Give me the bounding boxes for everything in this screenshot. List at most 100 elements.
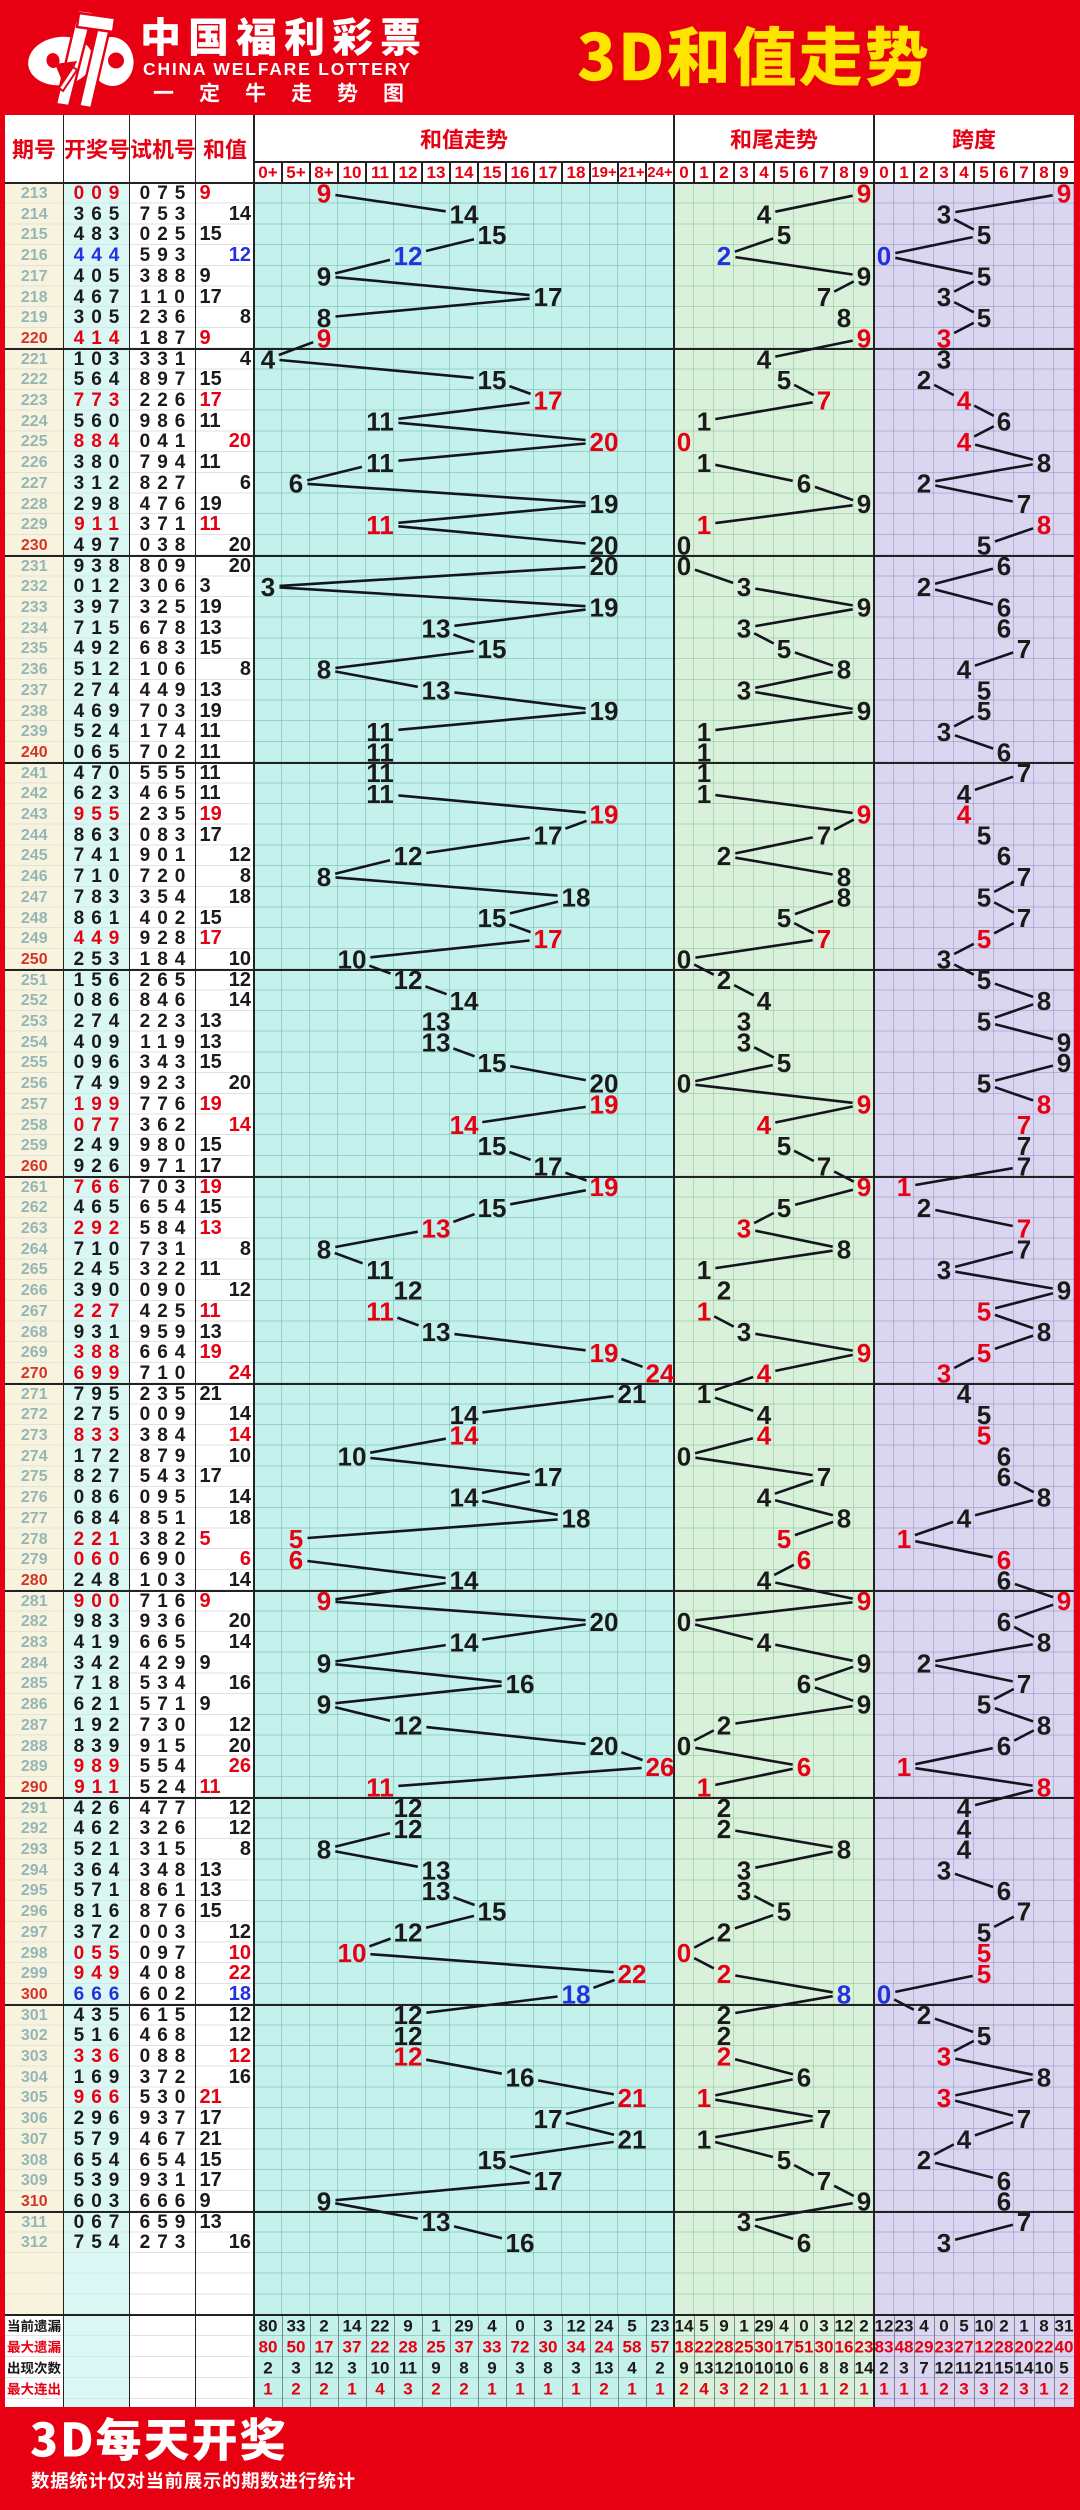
svg-text:7: 7 [1017, 1214, 1031, 1244]
svg-text:13: 13 [422, 613, 451, 643]
svg-text:2: 2 [717, 2042, 731, 2072]
svg-text:15: 15 [478, 2145, 507, 2175]
svg-text:20: 20 [590, 1607, 619, 1637]
svg-text:7: 7 [1017, 489, 1031, 519]
svg-text:1: 1 [697, 758, 711, 788]
svg-text:18: 18 [562, 882, 591, 912]
svg-text:5: 5 [777, 634, 791, 664]
svg-text:48: 48 [895, 2338, 914, 2357]
svg-text:12: 12 [394, 1276, 423, 1306]
svg-text:7: 7 [817, 282, 831, 312]
svg-text:5: 5 [977, 965, 991, 995]
svg-text:4: 4 [957, 1379, 972, 1409]
svg-text:3: 3 [819, 2317, 828, 2336]
svg-text:30: 30 [815, 2338, 834, 2357]
svg-text:8: 8 [317, 1835, 331, 1865]
svg-text:11: 11 [366, 1773, 394, 1803]
svg-text:2: 2 [717, 1917, 731, 1947]
svg-text:6: 6 [289, 469, 303, 499]
svg-text:5: 5 [777, 1048, 791, 1078]
svg-text:5: 5 [977, 1917, 991, 1947]
svg-text:30: 30 [755, 2338, 774, 2357]
svg-text:7: 7 [1017, 1669, 1031, 1699]
svg-text:17: 17 [534, 2166, 563, 2196]
svg-text:6: 6 [797, 1752, 811, 1782]
svg-text:10: 10 [975, 2317, 994, 2336]
svg-text:9: 9 [487, 2359, 496, 2378]
svg-text:10: 10 [338, 945, 367, 975]
svg-text:6: 6 [997, 551, 1011, 581]
svg-text:2: 2 [291, 2380, 300, 2399]
svg-text:2: 2 [917, 2000, 931, 2030]
svg-text:14: 14 [450, 1483, 479, 1513]
svg-text:7: 7 [1017, 2207, 1031, 2237]
svg-text:9: 9 [317, 1648, 331, 1678]
svg-text:1: 1 [543, 2380, 552, 2399]
svg-text:17: 17 [534, 820, 563, 850]
svg-text:2: 2 [319, 2317, 328, 2336]
svg-text:12: 12 [394, 1793, 423, 1823]
svg-text:17: 17 [534, 2104, 563, 2134]
svg-text:11: 11 [366, 738, 394, 768]
svg-text:9: 9 [317, 262, 331, 292]
svg-text:8: 8 [1037, 2062, 1051, 2092]
svg-text:7: 7 [1017, 862, 1031, 892]
svg-text:5: 5 [959, 2317, 968, 2336]
svg-text:40: 40 [1055, 2338, 1074, 2357]
svg-text:3: 3 [937, 324, 951, 354]
svg-text:4: 4 [957, 386, 972, 416]
svg-text:9: 9 [403, 2317, 412, 2336]
svg-text:9: 9 [679, 2359, 688, 2378]
svg-text:1: 1 [487, 2380, 496, 2399]
svg-text:7: 7 [817, 924, 831, 954]
svg-text:6: 6 [997, 593, 1011, 623]
svg-text:3: 3 [737, 1855, 751, 1885]
svg-text:8: 8 [317, 862, 331, 892]
svg-text:10: 10 [338, 1441, 367, 1471]
svg-text:5: 5 [977, 531, 991, 561]
svg-text:9: 9 [317, 179, 331, 209]
svg-text:15: 15 [478, 1048, 507, 1078]
svg-text:1: 1 [697, 738, 711, 768]
svg-text:3: 3 [737, 572, 751, 602]
svg-text:3: 3 [937, 199, 951, 229]
svg-text:9: 9 [719, 2317, 728, 2336]
svg-text:17: 17 [534, 386, 563, 416]
svg-text:1: 1 [739, 2317, 748, 2336]
svg-text:1: 1 [263, 2380, 272, 2399]
svg-text:8: 8 [317, 655, 331, 685]
svg-text:19: 19 [590, 696, 619, 726]
svg-text:9: 9 [857, 2187, 871, 2217]
svg-text:14: 14 [450, 986, 479, 1016]
svg-text:15: 15 [478, 634, 507, 664]
svg-text:51: 51 [795, 2338, 814, 2357]
svg-text:4: 4 [757, 1628, 772, 1658]
svg-text:5: 5 [777, 1193, 791, 1223]
svg-text:1: 1 [627, 2380, 636, 2399]
svg-text:12: 12 [394, 2021, 423, 2051]
svg-text:7: 7 [1017, 758, 1031, 788]
svg-text:1: 1 [1039, 2380, 1048, 2399]
svg-text:3: 3 [737, 2207, 751, 2237]
svg-text:2: 2 [917, 572, 931, 602]
svg-text:21: 21 [975, 2359, 994, 2378]
svg-text:17: 17 [534, 282, 563, 312]
svg-text:3: 3 [979, 2380, 988, 2399]
svg-text:6: 6 [997, 1545, 1011, 1575]
svg-text:6: 6 [997, 2187, 1011, 2217]
svg-text:2: 2 [717, 241, 731, 271]
svg-text:9: 9 [857, 1172, 871, 1202]
svg-text:8: 8 [1037, 1483, 1051, 1513]
svg-text:3: 3 [515, 2359, 524, 2378]
svg-text:2: 2 [1059, 2380, 1068, 2399]
svg-text:2: 2 [839, 2380, 848, 2399]
svg-text:1: 1 [347, 2380, 356, 2399]
svg-text:22: 22 [618, 1959, 647, 1989]
svg-text:28: 28 [995, 2338, 1014, 2357]
svg-text:14: 14 [450, 1566, 479, 1596]
svg-text:9: 9 [317, 324, 331, 354]
svg-text:4: 4 [757, 1483, 772, 1513]
svg-text:1: 1 [697, 2083, 711, 2113]
svg-text:2: 2 [717, 1814, 731, 1844]
svg-text:15: 15 [478, 365, 507, 395]
